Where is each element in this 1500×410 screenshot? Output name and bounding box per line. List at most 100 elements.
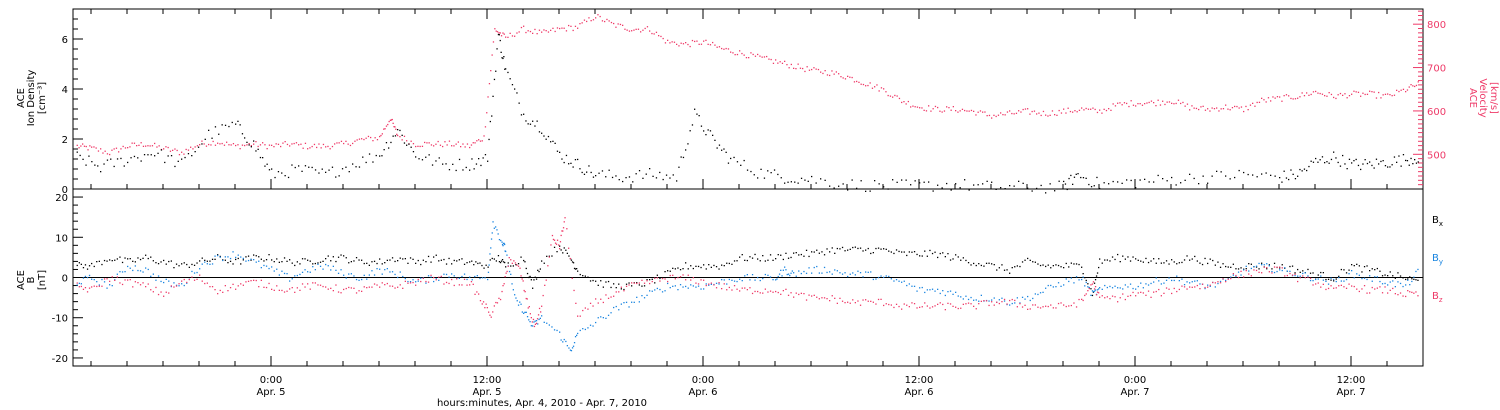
by-point [124, 271, 126, 273]
density-point [133, 155, 136, 158]
velocity-point [955, 110, 957, 112]
by-point [767, 274, 769, 276]
density-point [928, 181, 930, 183]
bz-point [538, 307, 541, 310]
velocity-point [462, 143, 464, 145]
velocity-point [145, 145, 147, 147]
by-point [476, 275, 478, 277]
by-point [1281, 269, 1283, 272]
velocity-point [822, 72, 824, 75]
velocity-point [507, 36, 509, 38]
bx-point [628, 282, 630, 284]
by-point [1261, 264, 1263, 266]
velocity-point [424, 141, 426, 144]
bx-point [813, 251, 815, 253]
bz-point [566, 228, 568, 230]
velocity-point [230, 144, 232, 146]
bz-point [493, 305, 495, 307]
bx-point [103, 259, 106, 262]
by-point [565, 340, 567, 343]
bz-point [772, 291, 774, 293]
by-point [332, 265, 334, 267]
velocity-point [1292, 98, 1294, 100]
by-point [134, 265, 136, 267]
density-point [874, 180, 876, 182]
density-point [541, 132, 543, 134]
bz-point [1291, 274, 1294, 276]
by-point [1063, 284, 1065, 286]
density-point [1096, 176, 1098, 179]
bz-point [1091, 283, 1094, 285]
bz-point [1027, 308, 1029, 310]
by-point [255, 261, 257, 263]
bz-point [1343, 286, 1345, 288]
density-point [642, 177, 644, 179]
bx-point [273, 261, 275, 263]
density-point [905, 179, 907, 181]
velocity-point [320, 147, 322, 149]
by-point [560, 339, 562, 341]
velocity-point [520, 26, 523, 29]
by-point [96, 281, 98, 283]
bz-point [641, 279, 643, 281]
velocity-point [426, 142, 428, 144]
density-point [100, 171, 102, 173]
bx-point [831, 247, 833, 249]
velocity-point [1065, 112, 1067, 114]
density-point [304, 165, 307, 167]
bx-point [188, 266, 190, 268]
by-point [1183, 284, 1186, 286]
density-point [448, 169, 451, 171]
bz-point [101, 285, 103, 287]
velocity-point [781, 62, 784, 64]
bx-point [1201, 263, 1204, 266]
bz-point [978, 303, 980, 305]
bx-point [456, 260, 458, 262]
bz-point [762, 292, 764, 294]
bz-point [962, 303, 964, 305]
by-point [1345, 278, 1348, 281]
velocity-point [221, 142, 223, 145]
bx-point [1217, 261, 1219, 263]
by-point [157, 275, 160, 277]
bz-point [705, 284, 707, 287]
by-point [314, 269, 316, 271]
bx-point [1091, 294, 1094, 297]
bz-point [355, 292, 358, 294]
velocity-point [1094, 108, 1096, 111]
bx-point [1150, 260, 1152, 262]
density-point [1202, 175, 1204, 177]
density-point [829, 185, 831, 187]
density-point [680, 156, 682, 158]
velocity-point [1018, 110, 1020, 112]
by-point [1082, 276, 1084, 278]
velocity-point [1130, 100, 1132, 102]
by-point [1168, 277, 1170, 279]
density-point [545, 138, 547, 140]
bz-point [818, 298, 820, 300]
bz-point [831, 295, 833, 297]
bz-point [1150, 296, 1152, 298]
bz-point [1127, 295, 1129, 297]
bx-point [1366, 265, 1368, 267]
by-point [119, 271, 121, 273]
velocity-point [196, 145, 199, 147]
bz-point [345, 287, 347, 290]
by-point [93, 279, 95, 281]
bx-point [453, 259, 455, 262]
density-point [865, 190, 867, 192]
velocity-point [280, 145, 282, 148]
density-point [851, 179, 853, 181]
velocity-point [1202, 105, 1204, 107]
bx-point [84, 264, 87, 266]
velocity-point [109, 153, 111, 156]
by-point [222, 259, 224, 262]
bz-point [1353, 285, 1355, 288]
by-point [1209, 285, 1211, 287]
bz-point [793, 296, 795, 298]
bx-point [739, 256, 741, 258]
velocity-point [102, 152, 104, 154]
velocity-point [1063, 108, 1065, 110]
bz-point [520, 275, 522, 277]
by-point [535, 320, 538, 322]
